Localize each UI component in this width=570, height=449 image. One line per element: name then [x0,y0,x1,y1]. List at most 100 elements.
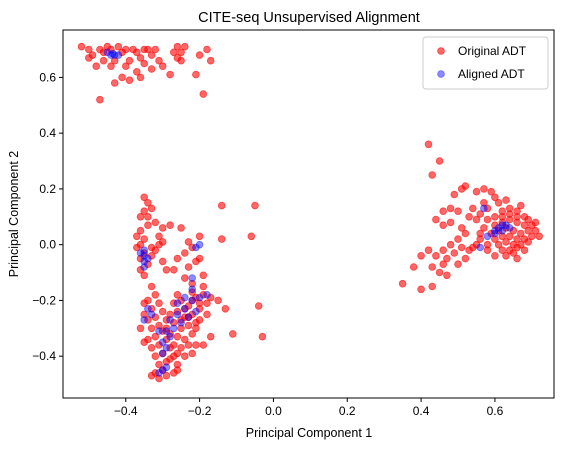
data-point [509,249,518,257]
data-point [177,56,185,65]
data-point [524,226,532,235]
data-point [195,232,204,241]
data-point [509,226,518,235]
data-point [505,232,514,241]
data-point [424,140,433,149]
data-point [107,45,115,54]
data-point [199,341,208,349]
data-point [155,360,163,369]
chart-title: CITE-seq Unsupervised Alignment [198,10,420,26]
data-point [110,51,119,59]
x-axis-label: Principal Component 1 [246,426,373,440]
data-point [188,288,197,296]
data-point [155,327,163,335]
data-point [502,224,510,232]
data-point [188,296,197,305]
data-point [133,48,141,57]
data-point [502,252,510,260]
data-point [155,369,163,377]
data-point [144,254,152,263]
legend-label-original-adt: Original ADT [458,44,527,58]
data-point [214,296,222,305]
data-point [188,285,197,294]
data-point [258,332,267,341]
data-point [151,45,160,54]
data-point [151,218,160,227]
x-tick-label: 0.2 [339,404,356,418]
data-point [476,229,485,238]
data-point [147,204,156,213]
data-point [107,51,115,59]
data-point [457,243,466,252]
data-point [170,324,178,333]
data-point [483,204,492,213]
data-point [162,327,171,335]
data-point [491,252,499,260]
data-point [151,332,160,341]
data-point [85,45,93,54]
data-point [184,341,193,349]
data-point [468,243,477,252]
data-point [491,226,499,235]
data-point [254,302,263,310]
data-point [166,70,174,79]
data-point [147,51,156,59]
data-point [136,213,145,221]
data-point [136,249,145,257]
data-point [144,221,152,230]
data-point [454,207,462,216]
y-tick-label: −0.4 [32,349,56,363]
data-point [221,304,230,313]
data-point [158,307,167,316]
data-point [480,204,488,213]
data-point [428,171,437,179]
data-point [144,304,152,313]
data-point [188,296,197,305]
data-point [516,229,525,238]
data-point [177,343,185,352]
data-point [158,349,167,358]
data-point [77,42,86,51]
data-point [206,56,215,65]
data-point [424,246,433,255]
data-point [494,226,503,235]
data-point [483,246,492,255]
data-point [446,240,455,249]
data-point [173,366,182,374]
data-point [162,363,171,372]
data-point [195,240,204,249]
data-point [181,304,189,313]
data-point [181,352,189,361]
data-point [199,282,208,291]
x-tick-label: 0.0 [265,404,282,418]
data-point [199,90,208,98]
data-point [155,232,163,241]
data-point [181,274,189,282]
data-point [480,185,488,193]
data-point [461,229,470,238]
data-point [476,243,485,252]
data-point [140,310,149,319]
x-tick-label: 0.6 [487,404,504,418]
data-point [92,62,100,70]
data-point [99,56,108,65]
y-tick-label: 0.6 [39,70,56,84]
data-point [184,313,193,322]
data-point [494,240,503,249]
data-point [472,215,481,224]
data-point [158,224,167,232]
data-point [181,249,189,257]
data-point [107,62,115,70]
data-point [505,210,514,218]
data-point [170,341,178,349]
data-point [203,299,211,308]
data-point [498,213,507,221]
data-point [188,349,197,358]
data-point [505,224,514,232]
data-point [110,79,119,87]
data-point [443,254,451,263]
data-point [99,48,108,57]
data-point [122,62,130,70]
data-point [494,224,503,232]
